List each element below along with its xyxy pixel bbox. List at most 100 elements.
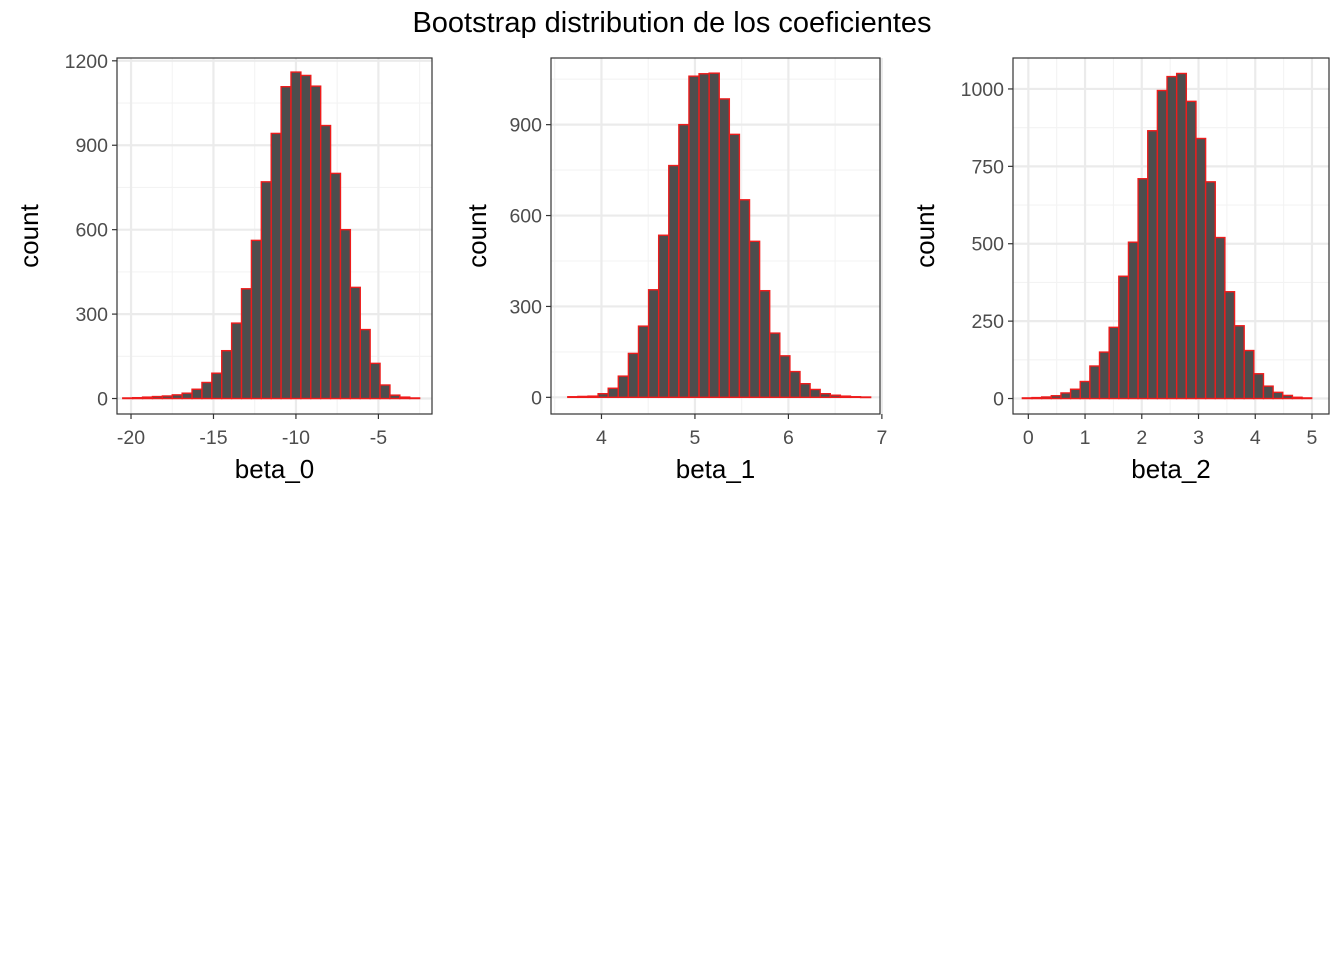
y-tick-label: 250 [971,311,1004,333]
histogram-bar [1050,395,1062,400]
histogram-bar [1185,100,1197,400]
y-tick-label: 1000 [961,79,1005,101]
histogram-bar [1282,394,1294,400]
histogram-bar [1195,137,1207,400]
histogram-bar [1272,391,1284,400]
y-tick-label: 0 [993,389,1004,411]
x-axis-title: beta_0 [235,454,315,484]
y-tick-label: 900 [509,115,542,137]
histogram-bar [1118,275,1130,400]
histogram-bar [399,396,411,400]
histogram-bar [290,71,302,400]
y-tick-label: 600 [75,220,108,242]
histogram-bar [369,362,381,400]
x-tick-label: 4 [596,427,607,449]
y-axis-title: count [910,203,940,267]
histogram-bar [637,325,650,399]
panel-border [1012,57,1330,415]
histogram-bar [698,73,710,399]
histogram-bar [1291,396,1303,400]
histogram-bar [688,75,700,399]
x-tick-label: -10 [282,427,310,449]
histogram-bar [1214,236,1226,400]
histogram-bar [779,355,791,399]
x-tick-label: 5 [690,427,701,449]
histogram-bar [161,395,173,400]
y-tick-label: 600 [509,206,542,228]
histogram-bar [1233,325,1245,400]
histogram-bar [379,384,391,400]
x-axis-title: beta_2 [1131,454,1211,484]
figure-title: Bootstrap distribution de los coeficient… [412,7,931,39]
x-tick-label: 5 [1307,427,1318,449]
histogram-bar [1243,349,1255,400]
histogram-bar [839,395,852,399]
x-tick-label: 7 [876,427,887,449]
x-tick-label: 4 [1250,427,1261,449]
y-tick-label: 900 [75,135,108,157]
histogram-bar [1079,380,1091,400]
histogram-bar [617,375,630,399]
histogram-bar [1253,373,1265,400]
x-tick-label: -20 [117,427,145,449]
histogram-bar [230,322,243,400]
histogram-bar [1089,365,1101,400]
y-axis-title: count [14,203,44,267]
histogram-bar [211,372,223,400]
x-tick-label: 2 [1136,427,1147,449]
histogram-bar [310,85,322,400]
y-tick-label: 0 [97,389,108,411]
histogram-bar [300,74,312,400]
x-tick-label: 1 [1080,427,1091,449]
histogram-bar [191,388,203,400]
histogram-bar [181,392,193,400]
histogram-panel-beta-1: 0 300 600 900 4 5 6 7 beta_1 count [462,57,887,484]
histogram-bar [171,394,183,400]
histogram-bar [769,332,781,399]
histogram-bar [319,124,332,400]
y-tick-label: 1200 [65,51,109,73]
y-tick-label: 500 [971,234,1004,256]
histogram-bar [859,396,872,399]
x-tick-label: 3 [1193,427,1204,449]
histogram-bar [738,199,751,399]
histogram-bar [799,383,811,399]
histogram-bar [250,239,263,400]
histogram-bar [819,393,831,399]
x-tick-label: 6 [783,427,794,449]
histogram-bar [597,393,609,399]
histogram-bar [647,289,660,399]
histogram-bar [270,132,282,400]
histogram-bar [1069,388,1081,400]
histogram-bar [122,397,134,400]
histogram-bar [607,387,619,399]
histogram-bar [359,328,371,400]
y-axis-title: count [462,203,492,267]
y-tick-label: 750 [971,156,1004,178]
y-tick-label: 300 [509,296,542,318]
histogram-bar [389,394,401,400]
histogram-bar [577,395,589,399]
histogram-bar [758,289,771,399]
histogram-bar [708,72,720,399]
histogram-panel-beta-0: 0 300 600 900 1200 -20 -15 -10 -5 beta_0 count [14,51,433,484]
y-tick-label: 300 [75,304,108,326]
histogram-bar [409,397,421,400]
x-tick-label: -15 [199,427,227,449]
histogram-bar [1098,351,1110,400]
histogram-bar [1031,396,1043,400]
histogram-bar [201,381,213,400]
histogram-bar [587,395,599,399]
histogram-bar [240,288,253,400]
histogram-bar [849,396,862,399]
histogram-bar [280,86,292,400]
histogram-bar [1060,392,1072,400]
histogram-bar [668,164,680,399]
histogram-bar [221,349,233,400]
x-tick-label: 0 [1023,427,1034,449]
histogram-bar [1166,75,1178,400]
histogram-panel-beta-2: 0 250 500 750 1000 0 1 2 3 4 5 beta_2 count [910,57,1330,484]
panel-border [116,57,433,415]
histogram-bar [1021,397,1033,400]
histogram-bar [789,370,801,399]
